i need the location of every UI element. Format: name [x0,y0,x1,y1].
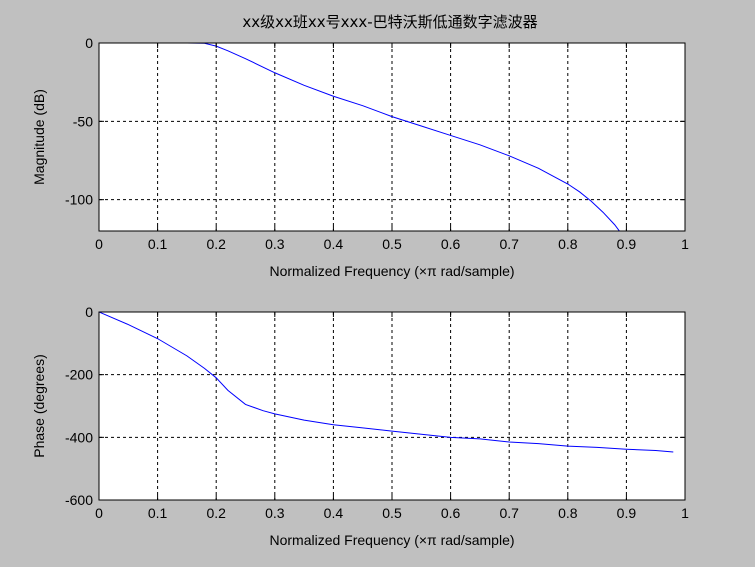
phase-xtick-label: 0.7 [499,505,519,521]
chart-title: xx级xx班xx号xxx-巴特沃斯低通数字滤波器 [242,13,537,31]
magnitude-xtick-label: 0.7 [499,236,519,252]
phase-xtick-label: 0.8 [558,505,578,521]
phase-xtick-label: 1 [681,505,689,521]
phase-xlabel: Normalized Frequency (×π rad/sample) [269,532,514,548]
phase-xtick-label: 0.2 [206,505,226,521]
phase-ytick-label: 0 [85,304,93,320]
phase-xtick-label: 0.6 [441,505,461,521]
magnitude-xtick-label: 0.4 [324,236,344,252]
phase-ytick-label: -200 [65,367,93,383]
magnitude-xtick-label: 0.8 [558,236,578,252]
magnitude-ytick-label: -100 [65,192,93,208]
phase-xtick-label: 0.5 [382,505,402,521]
magnitude-axes-area [99,43,685,231]
magnitude-ytick-label: 0 [85,35,93,51]
phase-ylabel: Phase (degrees) [31,354,47,458]
phase-xtick-label: 0.3 [265,505,285,521]
phase-ytick-label: -600 [65,492,93,508]
magnitude-xtick-label: 0.2 [206,236,226,252]
magnitude-xtick-label: 0.1 [148,236,168,252]
phase-plot: 0 0.1 0.2 0.3 0.4 0.5 0.6 0.7 0.8 0.9 1 0 -200 -400 -6… [31,304,689,548]
magnitude-xtick-label: 0.6 [441,236,461,252]
phase-xtick-label: 0.1 [148,505,168,521]
magnitude-xtick-label: 0.9 [617,236,637,252]
phase-xtick-label: 0 [95,505,103,521]
magnitude-xtick-label: 0.5 [382,236,402,252]
magnitude-ytick-label: -50 [73,113,93,129]
phase-ytick-label: -400 [65,429,93,445]
magnitude-ylabel: Magnitude (dB) [31,89,47,185]
magnitude-xtick-label: 0 [95,236,103,252]
phase-axes-area [99,312,685,500]
magnitude-xtick-label: 0.3 [265,236,285,252]
magnitude-plot: 0 0.1 0.2 0.3 0.4 0.5 0.6 0.7 0.8 0.9 1 0 -50 -100 Nor… [31,35,689,279]
phase-series-line [99,312,674,453]
phase-xtick-label: 0.9 [617,505,637,521]
magnitude-xlabel: Normalized Frequency (×π rad/sample) [269,263,514,279]
phase-xtick-label: 0.4 [324,505,344,521]
magnitude-xtick-label: 1 [681,236,689,252]
